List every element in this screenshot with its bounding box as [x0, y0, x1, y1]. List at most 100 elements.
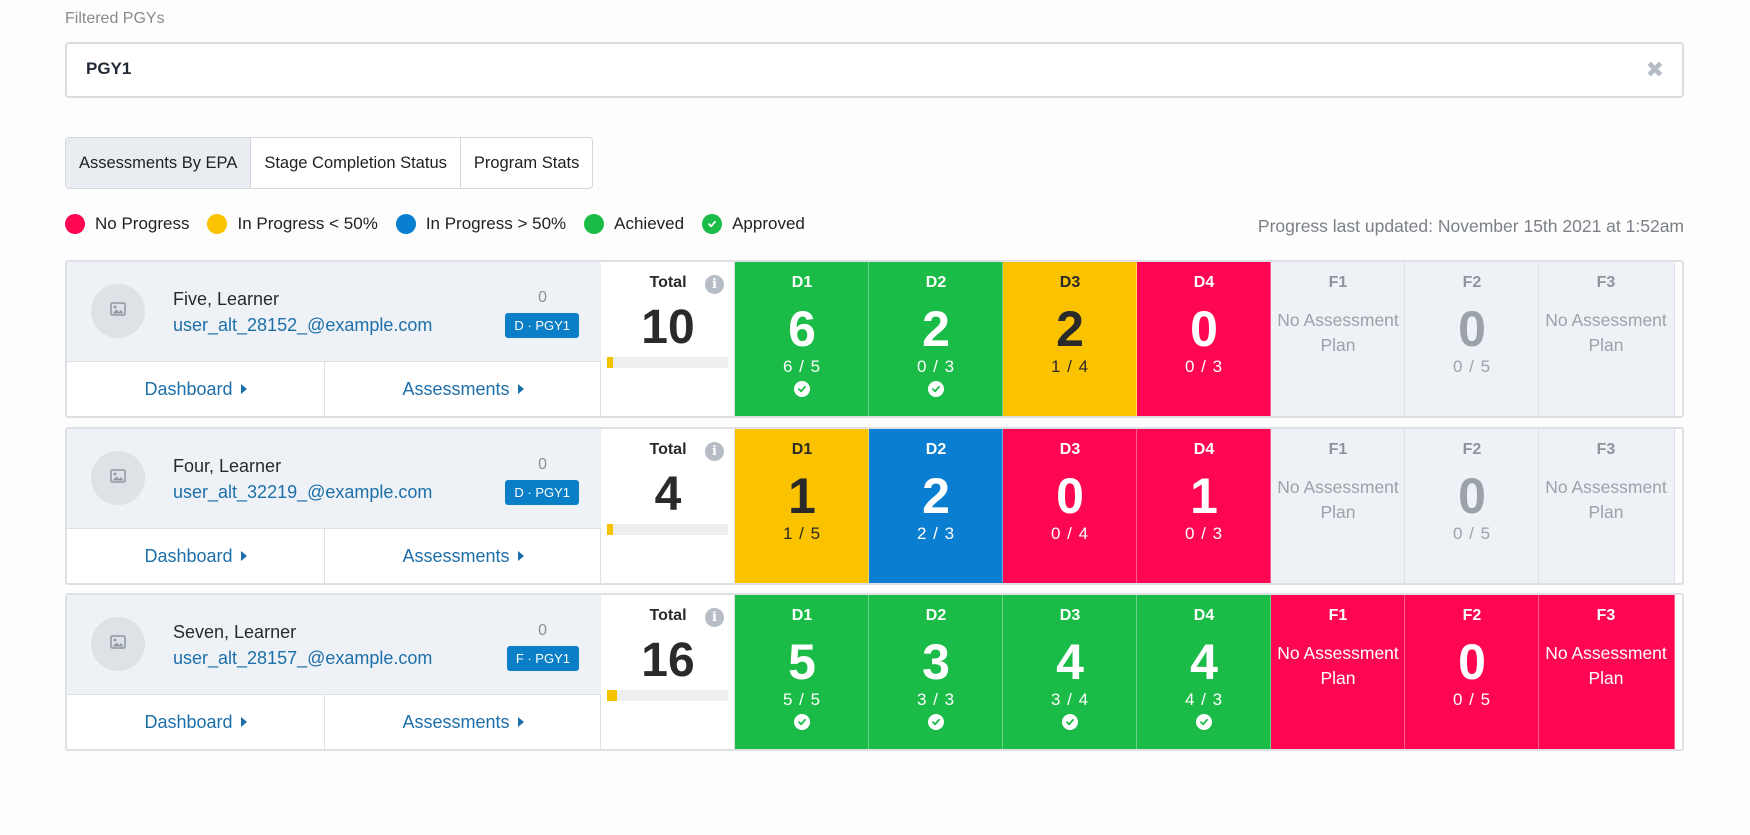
tab-stage-completion-status[interactable]: Stage Completion Status — [251, 138, 461, 188]
stage-cell-f3[interactable]: F3 No Assessment Plan — [1539, 429, 1675, 583]
learner-count: 0 — [538, 289, 547, 306]
stage-progress-fraction: 1 / 4 — [1050, 357, 1090, 376]
stage-cell-f3[interactable]: F3 No Assessment Plan — [1539, 262, 1675, 416]
dashboard-link[interactable]: Dashboard — [67, 695, 325, 749]
stage-assessment-count: 0 — [1190, 301, 1218, 357]
stage-assessment-count: 0 — [1458, 468, 1486, 524]
stage-cell-d2[interactable]: D2 2 2 / 3 — [869, 429, 1003, 583]
legend-label: In Progress > 50% — [425, 214, 567, 233]
learner-info: Seven, Learner user_alt_28157_@example.co… — [67, 595, 601, 695]
stage-assessment-count: 0 — [1056, 468, 1084, 524]
total-cell: Total i 10 — [601, 262, 735, 416]
dashboard-link[interactable]: Dashboard — [67, 362, 325, 416]
stage-cell-d1[interactable]: D1 1 1 / 5 — [735, 429, 869, 583]
no-assessment-plan-text: No Assessment Plan — [1277, 477, 1399, 522]
stage-progress-fraction: 4 / 3 — [1184, 690, 1224, 709]
stage-code: D4 — [1193, 607, 1215, 624]
avatar — [91, 451, 145, 505]
stage-assessment-count: 2 — [922, 301, 950, 357]
stage-cell-d1[interactable]: D1 6 6 / 5 — [735, 262, 869, 416]
assessments-link[interactable]: Assessments — [325, 362, 601, 416]
filter-label: Filtered PGYs — [65, 10, 165, 27]
no-assessment-plan-text: No Assessment Plan — [1277, 310, 1399, 355]
stage-cell-d3[interactable]: D3 2 1 / 4 — [1003, 262, 1137, 416]
total-label: Total — [649, 607, 687, 624]
status-dot-icon — [207, 214, 228, 234]
stage-progress-fraction: 3 / 4 — [1050, 690, 1090, 709]
check-circle-icon — [794, 381, 810, 397]
stage-cell-f2[interactable]: F2 0 0 / 5 — [1405, 262, 1539, 416]
stage-cell-d2[interactable]: D2 3 3 / 3 — [869, 595, 1003, 749]
stage-cell-f1[interactable]: F1 No Assessment Plan — [1271, 429, 1405, 583]
caret-right-icon — [240, 384, 247, 394]
learner-email-link[interactable]: user_alt_28152_@example.com — [173, 315, 433, 335]
stage-cell-d2[interactable]: D2 2 0 / 3 — [869, 262, 1003, 416]
info-icon[interactable]: i — [705, 608, 724, 627]
check-circle-icon — [1062, 714, 1078, 730]
total-label: Total — [649, 274, 687, 291]
info-icon[interactable]: i — [705, 275, 724, 294]
stage-progress-fraction: 5 / 5 — [782, 690, 822, 709]
stage-progress-fraction: 0 / 5 — [1452, 690, 1492, 709]
legend: No Progress In Progress < 50% In Progress … — [65, 214, 823, 234]
stage-cell-f1[interactable]: F1 No Assessment Plan — [1271, 595, 1405, 749]
assessments-link[interactable]: Assessments — [325, 529, 601, 583]
stage-cell-d3[interactable]: D3 4 3 / 4 — [1003, 595, 1137, 749]
stage-cell-d1[interactable]: D1 5 5 / 5 — [735, 595, 869, 749]
learner-info: Five, Learner user_alt_28152_@example.com… — [67, 262, 601, 362]
status-dot-icon — [395, 214, 416, 234]
stage-cell-d4[interactable]: D4 4 4 / 3 — [1137, 595, 1271, 749]
tab-program-stats[interactable]: Program Stats — [473, 154, 580, 172]
status-dot-icon — [65, 214, 85, 234]
stage-code: D3 — [1059, 607, 1081, 624]
caret-right-icon — [240, 551, 247, 561]
info-icon[interactable]: i — [705, 442, 724, 461]
learner-links: Dashboard Assessments — [67, 695, 601, 749]
stage-code: D3 — [1059, 441, 1081, 458]
learner-name: Five, Learner — [173, 289, 280, 309]
progress-bar-fill — [607, 524, 614, 535]
learner-row: Four, Learner user_alt_32219_@example.com… — [65, 427, 1684, 585]
caret-right-icon — [517, 384, 524, 394]
stage-progress-fraction: 2 / 3 — [916, 524, 956, 543]
learner-card: Four, Learner user_alt_32219_@example.com… — [67, 429, 601, 583]
status-dot-icon — [584, 214, 605, 234]
stage-cell-d4[interactable]: D4 0 0 / 3 — [1137, 262, 1271, 416]
stage-assessment-count: 0 — [1458, 301, 1486, 357]
learner-email-link[interactable]: user_alt_28157_@example.com — [173, 648, 433, 668]
learner-card: Five, Learner user_alt_28152_@example.com… — [67, 262, 601, 416]
legend-item: Approved — [702, 214, 805, 234]
assessments-link[interactable]: Assessments — [325, 695, 601, 749]
learner-email-link[interactable]: user_alt_32219_@example.com — [173, 482, 433, 502]
stage-cell-f2[interactable]: F2 0 0 / 5 — [1405, 595, 1539, 749]
close-icon[interactable]: ✖ — [1645, 57, 1664, 82]
image-placeholder-icon — [110, 468, 126, 488]
total-label: Total — [649, 441, 687, 458]
stage-cell-f2[interactable]: F2 0 0 / 5 — [1405, 429, 1539, 583]
stage-code: F2 — [1462, 441, 1482, 458]
stage-cell-f3[interactable]: F3 No Assessment Plan — [1539, 595, 1675, 749]
stage-progress-fraction: 0 / 4 — [1050, 524, 1090, 543]
stage-code: F3 — [1596, 607, 1616, 624]
total-value: 10 — [641, 301, 695, 354]
learner-links: Dashboard Assessments — [67, 529, 601, 583]
check-circle-icon — [928, 714, 944, 730]
dashboard-link[interactable]: Dashboard — [67, 529, 325, 583]
pgy-filter-select[interactable]: PGY1 ✖ — [65, 42, 1684, 98]
no-assessment-plan-text: No Assessment Plan — [1545, 643, 1667, 688]
stage-cell-d3[interactable]: D3 0 0 / 4 — [1003, 429, 1137, 583]
stage-pgy-badge: D · PGY1 — [505, 313, 579, 338]
progress-bar — [607, 690, 728, 701]
no-assessment-plan-text: No Assessment Plan — [1277, 643, 1399, 688]
tab-assessments-by-epa[interactable]: Assessments By EPA — [66, 138, 252, 188]
progress-bar — [607, 357, 728, 368]
stage-cell-d4[interactable]: D4 1 0 / 3 — [1137, 429, 1271, 583]
stage-cell-f1[interactable]: F1 No Assessment Plan — [1271, 262, 1405, 416]
stage-assessment-count: 6 — [788, 301, 816, 357]
stage-code: D1 — [791, 274, 813, 291]
learner-row: Seven, Learner user_alt_28157_@example.co… — [65, 593, 1684, 751]
stage-code: D2 — [925, 441, 947, 458]
assessments-link-label: Assessments — [402, 711, 510, 732]
progress-updated-text: Progress last updated: November 15th 202… — [1257, 216, 1684, 236]
learner-links: Dashboard Assessments — [67, 362, 601, 416]
